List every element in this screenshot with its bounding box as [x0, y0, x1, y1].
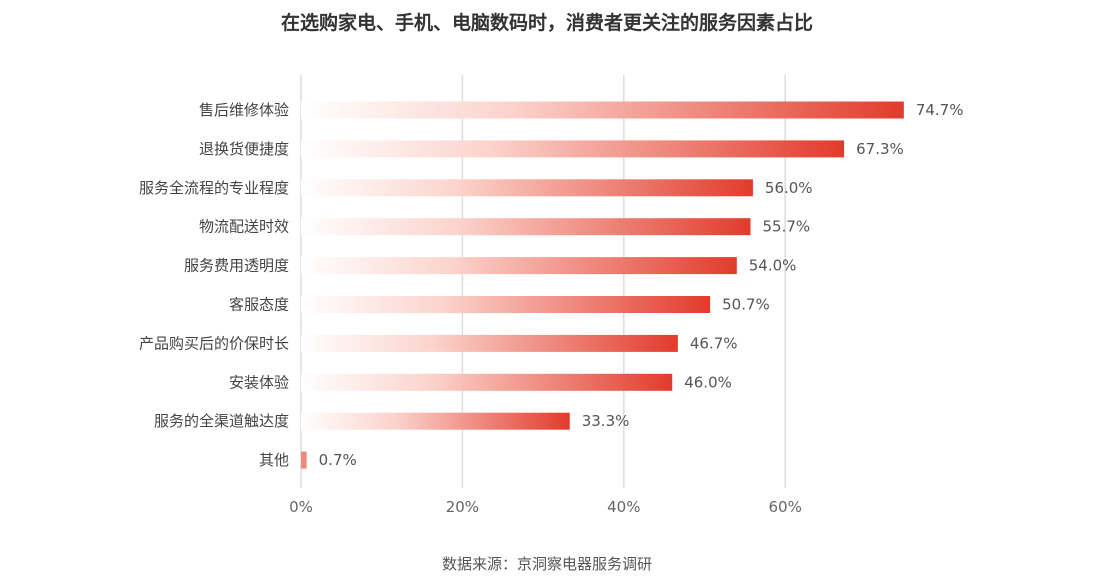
category-label: 其他	[259, 451, 289, 469]
category-label: 物流配送时效	[199, 218, 289, 236]
x-tick-label: 40%	[607, 498, 640, 516]
x-tick-label: 20%	[446, 498, 479, 516]
value-label: 33.3%	[582, 412, 630, 430]
bar	[301, 179, 753, 197]
category-label: 客服态度	[229, 296, 289, 314]
category-label: 安装体验	[229, 373, 289, 391]
value-label: 50.7%	[722, 296, 770, 314]
data-source-note: 数据来源：京洞察电器服务调研	[441, 555, 652, 573]
value-label: 67.3%	[856, 140, 904, 158]
x-tick-label: 0%	[289, 498, 313, 516]
value-label: 46.7%	[690, 334, 738, 352]
category-label: 售后维修体验	[199, 101, 289, 119]
value-label: 56.0%	[765, 179, 813, 197]
bar	[301, 296, 711, 313]
value-label: 74.7%	[916, 101, 964, 119]
value-label: 0.7%	[319, 451, 357, 469]
category-label: 服务的全渠道触达度	[154, 412, 289, 430]
bar	[301, 334, 678, 352]
category-label: 退换货便捷度	[199, 140, 289, 158]
category-label: 服务全流程的专业程度	[139, 179, 289, 197]
bar	[301, 218, 751, 236]
chart-title: 在选购家电、手机、电脑数码时，消费者更关注的服务因素占比	[280, 12, 813, 34]
value-label: 54.0%	[749, 257, 797, 275]
bar	[301, 257, 737, 275]
labels: 0% 20% 40% 60% 售后维修体验 74.7% 退换货便捷度 67.3% 服务全流程的专…	[139, 101, 964, 516]
bar	[301, 412, 570, 430]
bars	[301, 101, 904, 469]
bar	[301, 373, 673, 391]
bar	[301, 140, 845, 158]
category-label: 产品购买后的价保时长	[139, 334, 289, 352]
value-label: 55.7%	[762, 218, 810, 236]
category-label: 服务费用透明度	[184, 257, 289, 275]
x-tick-label: 60%	[769, 498, 802, 516]
bar	[301, 451, 307, 469]
value-label: 46.0%	[684, 373, 732, 391]
bar	[301, 101, 904, 119]
